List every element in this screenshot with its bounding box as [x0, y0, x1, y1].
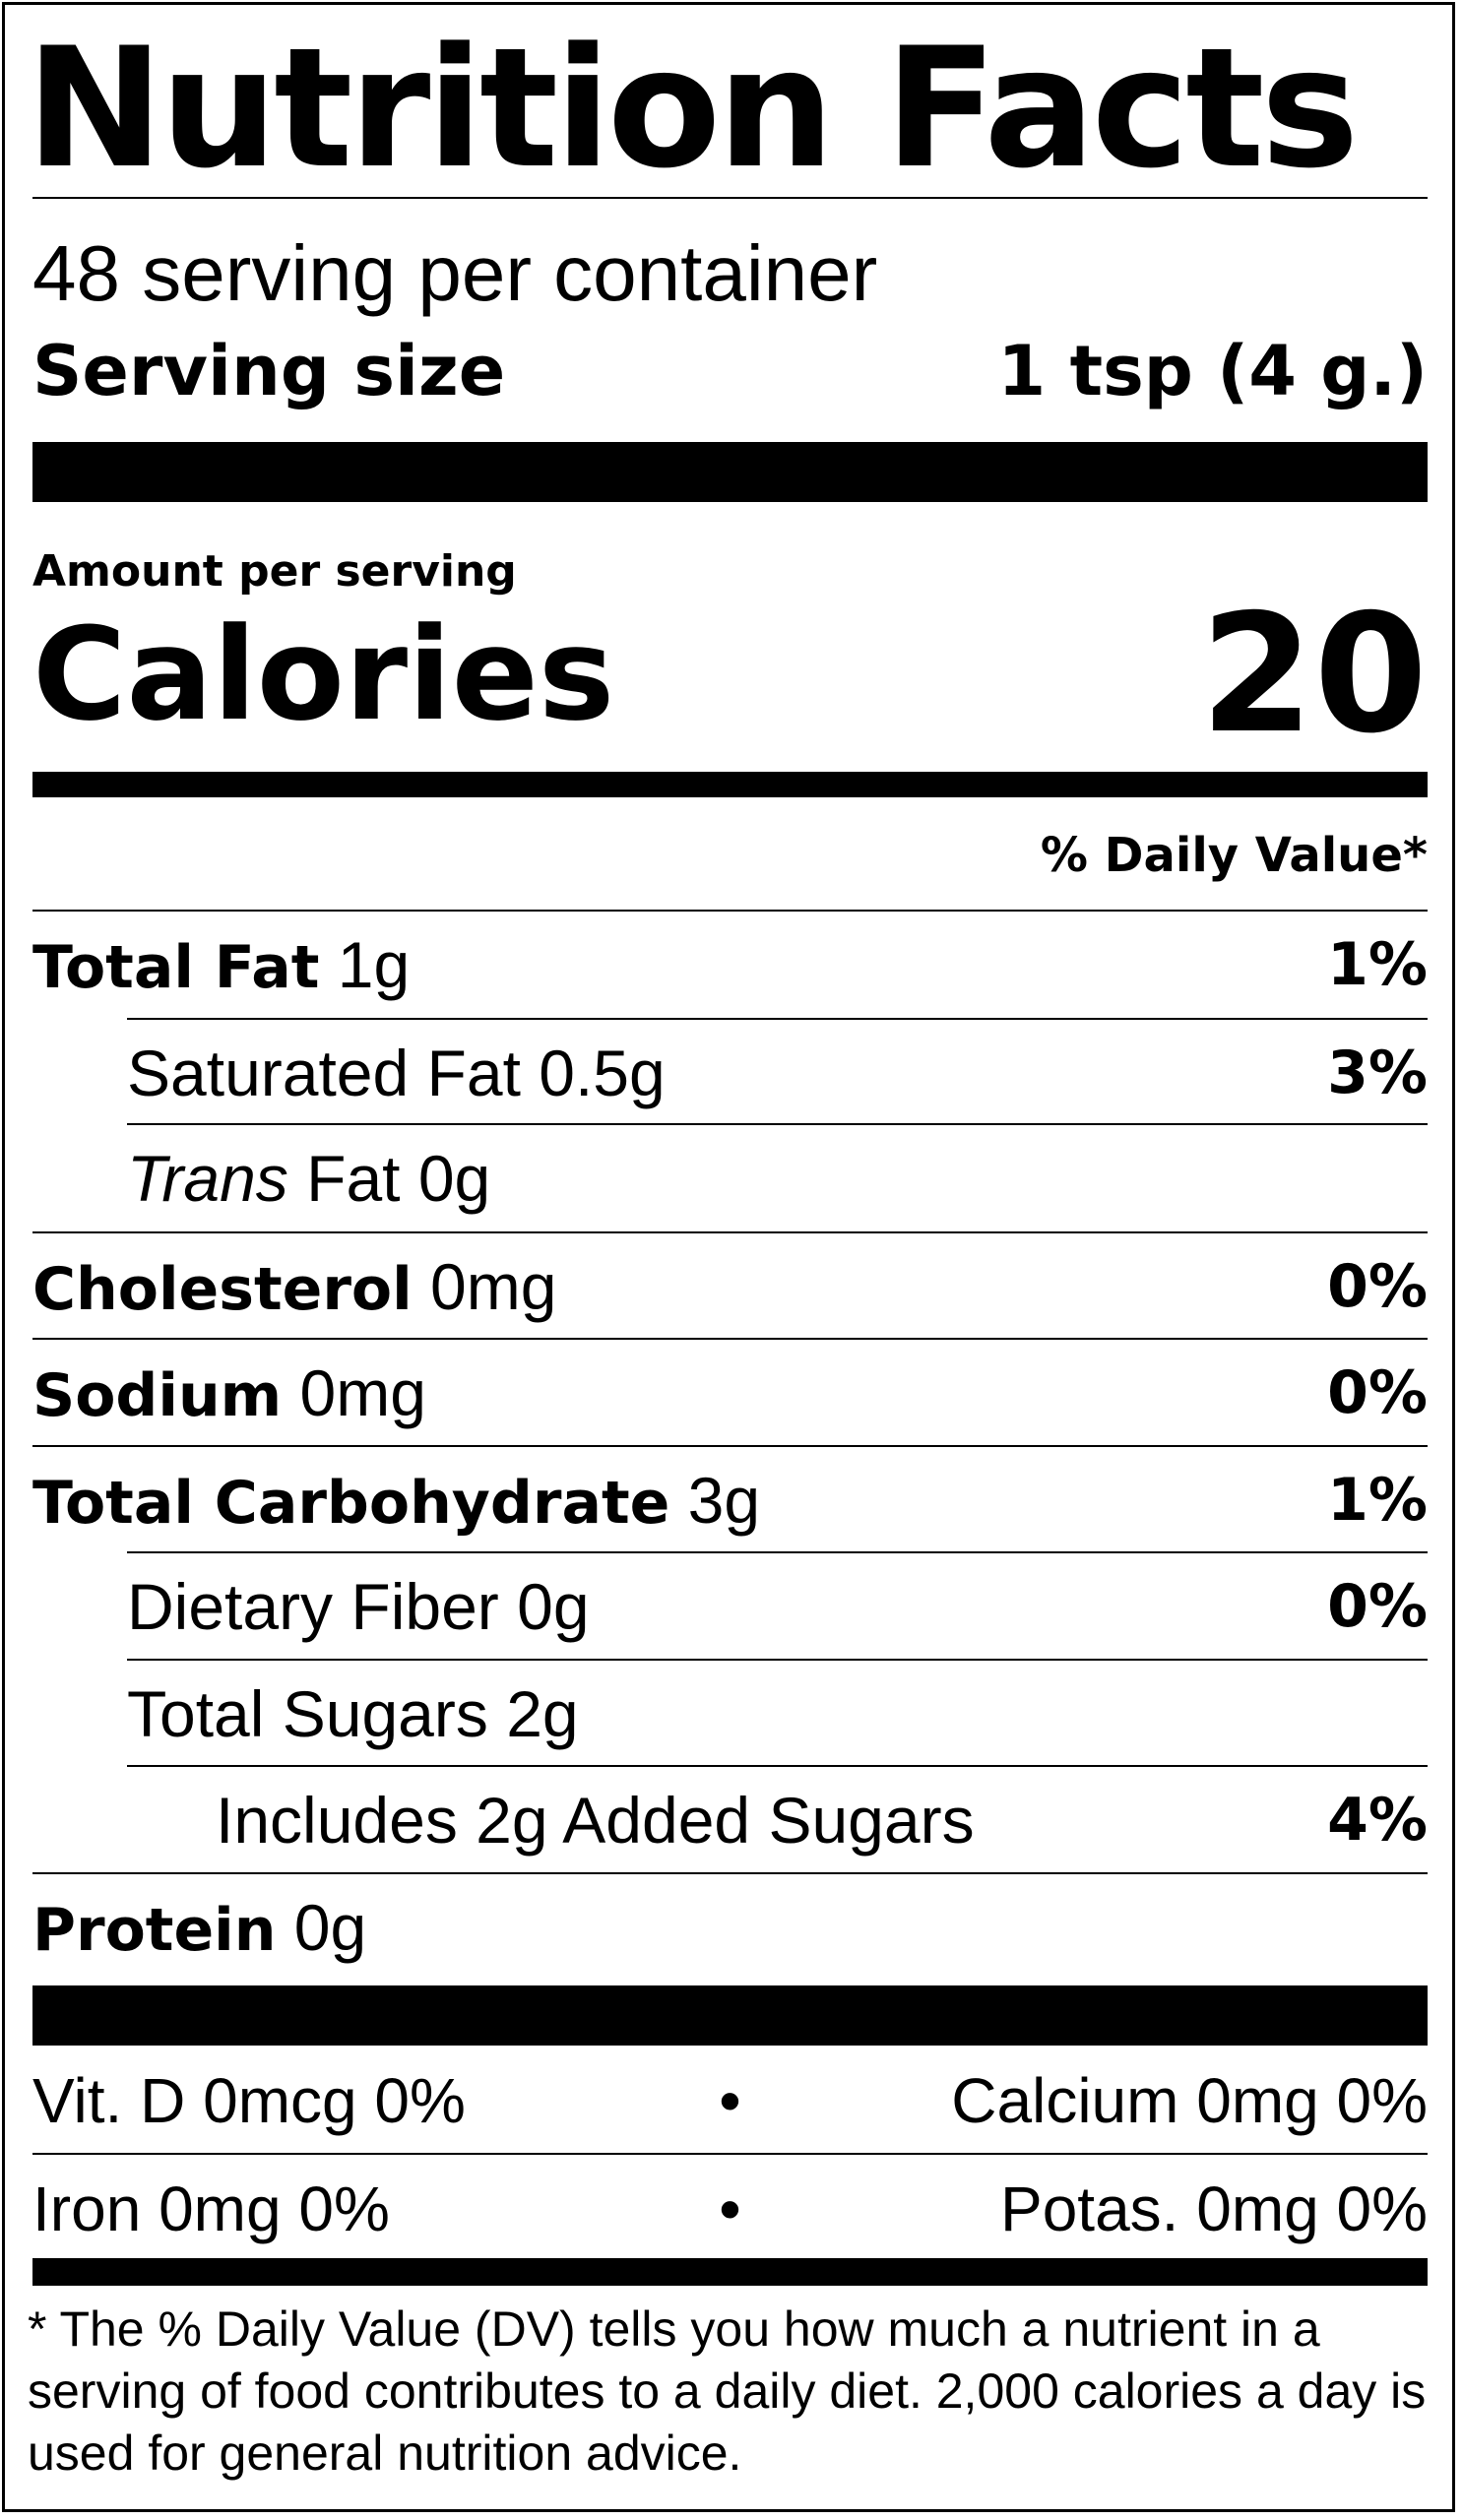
nutrient-label: Cholesterol 0mg	[32, 1249, 556, 1324]
divider	[127, 1765, 1428, 1767]
nutrient-label: Protein 0g	[32, 1890, 366, 1965]
medium-divider	[32, 2258, 1428, 2286]
divider	[32, 2153, 1428, 2155]
nutrient-row: Total Carbohydrate 3g 1%	[32, 1447, 1428, 1553]
nutrient-row: Sodium 0mg 0%	[32, 1340, 1428, 1446]
thick-divider	[32, 442, 1428, 502]
serving-size-row: Serving size 1 tsp (4 g.)	[32, 329, 1428, 413]
vitamin-d: Vit. D 0mcg 0%	[32, 2065, 466, 2136]
nutrient-row: Saturated Fat 0.5g 3%	[32, 1020, 1428, 1126]
amount-per-serving: Amount per serving	[32, 545, 517, 597]
nutrient-daily-value: 1%	[1327, 1466, 1428, 1535]
nutrient-name: Total Carbohydrate	[32, 1469, 670, 1538]
nutrient-amount: Fat 0g	[306, 1142, 491, 1215]
nutrient-name: Dietary Fiber	[127, 1570, 499, 1643]
nutrient-name: Sodium	[32, 1361, 283, 1430]
nutrient-amount: 1g	[337, 928, 411, 1001]
divider	[32, 910, 1428, 912]
nutrient-label: Total Carbohydrate 3g	[32, 1463, 760, 1538]
daily-value-header: % Daily Value*	[1040, 828, 1428, 883]
calories-row: Calories 20	[32, 580, 1428, 770]
nutrient-daily-value: 4%	[1327, 1786, 1428, 1855]
nutrient-name: Trans	[127, 1142, 288, 1215]
nutrient-label: Includes 2g Added Sugars	[32, 1783, 975, 1858]
nutrient-row: Includes 2g Added Sugars 4%	[32, 1767, 1428, 1873]
nutrient-label: Total Fat 1g	[32, 927, 410, 1002]
potassium: Potas. 0mg 0%	[1000, 2174, 1428, 2244]
nutrient-daily-value: 0%	[1327, 1358, 1428, 1427]
nutrient-name: Saturated Fat	[127, 1037, 521, 1109]
calcium: Calcium 0mg 0%	[951, 2065, 1428, 2136]
bullet-separator: •	[719, 2065, 741, 2136]
nutrient-amount: 0g	[517, 1570, 590, 1643]
divider	[127, 1018, 1428, 1020]
bullet-separator: •	[719, 2174, 741, 2244]
serving-size-value: 1 tsp (4 g.)	[997, 331, 1428, 411]
nutrient-row: Total Sugars 2g	[32, 1661, 1428, 1767]
nutrient-name: Cholesterol	[32, 1255, 413, 1324]
servings-per-container: 48 serving per container	[32, 229, 878, 317]
nutrient-daily-value: 1%	[1327, 930, 1428, 999]
divider	[127, 1551, 1428, 1553]
nutrient-amount: 2g	[506, 1677, 579, 1750]
nutrient-amount: 0mg	[430, 1250, 557, 1323]
nutrient-daily-value: 3%	[1327, 1039, 1428, 1107]
nutrient-daily-value: 0%	[1327, 1572, 1428, 1641]
nutrient-amount: 0.5g	[539, 1037, 666, 1109]
nutrient-row: Trans Fat 0g	[32, 1125, 1428, 1231]
divider	[127, 1659, 1428, 1661]
divider	[32, 1338, 1428, 1340]
vitamin-row: Iron 0mg 0% • Potas. 0mg 0%	[32, 2156, 1428, 2262]
thick-divider	[32, 1985, 1428, 2046]
nutrient-name: Protein	[32, 1896, 277, 1965]
label-title: Nutrition Facts	[26, 12, 1360, 205]
nutrient-name: Total Sugars	[127, 1677, 488, 1750]
nutrient-row: Total Fat 1g 1%	[32, 912, 1428, 1018]
nutrient-amount: 0g	[293, 1891, 367, 1964]
divider	[32, 1231, 1428, 1233]
vitamin-row: Vit. D 0mcg 0% • Calcium 0mg 0%	[32, 2048, 1428, 2154]
nutrient-daily-value: 0%	[1327, 1252, 1428, 1321]
divider	[32, 197, 1428, 199]
nutrient-amount: 0mg	[299, 1356, 426, 1429]
divider	[32, 1445, 1428, 1447]
nutrient-name: Total Fat	[32, 933, 320, 1002]
divider	[127, 1123, 1428, 1125]
nutrient-row: Dietary Fiber 0g 0%	[32, 1553, 1428, 1660]
nutrient-amount: 3g	[687, 1464, 761, 1537]
nutrient-label: Dietary Fiber 0g	[32, 1569, 590, 1644]
nutrient-label: Saturated Fat 0.5g	[32, 1036, 666, 1110]
nutrient-row: Cholesterol 0mg 0%	[32, 1233, 1428, 1340]
nutrient-label: Trans Fat 0g	[32, 1141, 490, 1216]
footnote: * The % Daily Value (DV) tells you how m…	[28, 2301, 1427, 2481]
medium-divider	[32, 772, 1428, 797]
nutrient-row: Protein 0g	[32, 1874, 1428, 1981]
nutrient-name: Includes 2g Added Sugars	[216, 1784, 975, 1857]
nutrient-label: Sodium 0mg	[32, 1355, 426, 1430]
nutrient-label: Total Sugars 2g	[32, 1676, 579, 1751]
iron: Iron 0mg 0%	[32, 2174, 390, 2244]
serving-size-label: Serving size	[32, 331, 506, 411]
calories-label: Calories	[32, 599, 615, 749]
divider	[32, 1872, 1428, 1874]
calories-value: 20	[1199, 579, 1428, 770]
